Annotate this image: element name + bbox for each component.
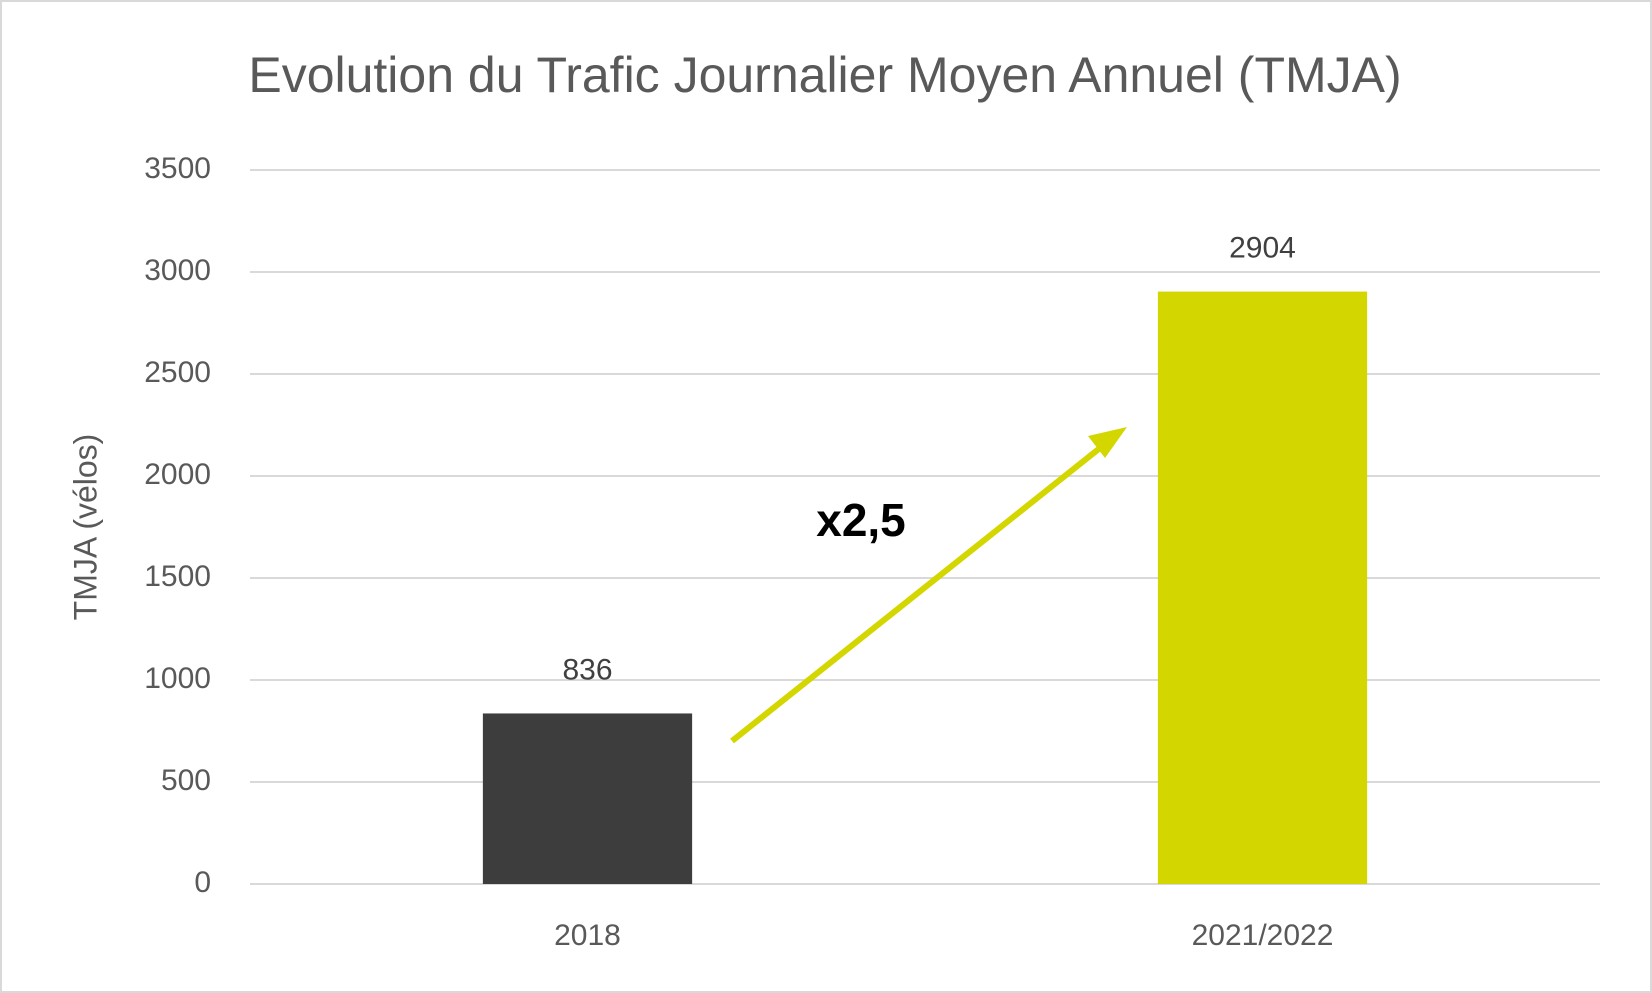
y-tick-label: 2500 (144, 356, 211, 389)
y-tick-label: 500 (161, 764, 211, 797)
y-tick-label: 3000 (144, 254, 211, 287)
bar (482, 713, 693, 884)
y-axis-label: TMJA (vélos) (67, 434, 103, 621)
y-tick-label: 0 (194, 866, 211, 899)
data-label: 2904 (1229, 232, 1296, 265)
bar (1157, 291, 1368, 885)
x-tick-label: 2018 (554, 919, 621, 952)
y-tick-label: 3500 (144, 152, 211, 185)
chart-title: Evolution du Trafic Journalier Moyen Ann… (248, 47, 1401, 103)
arrow (730, 427, 1127, 744)
y-tick-label: 2000 (144, 458, 211, 491)
annotation: x2,5 (816, 494, 906, 546)
y-tick-label: 1500 (144, 560, 211, 593)
y-tick-label: 1000 (144, 662, 211, 695)
data-label: 836 (562, 653, 612, 686)
x-tick-label: 2021/2022 (1192, 919, 1334, 952)
